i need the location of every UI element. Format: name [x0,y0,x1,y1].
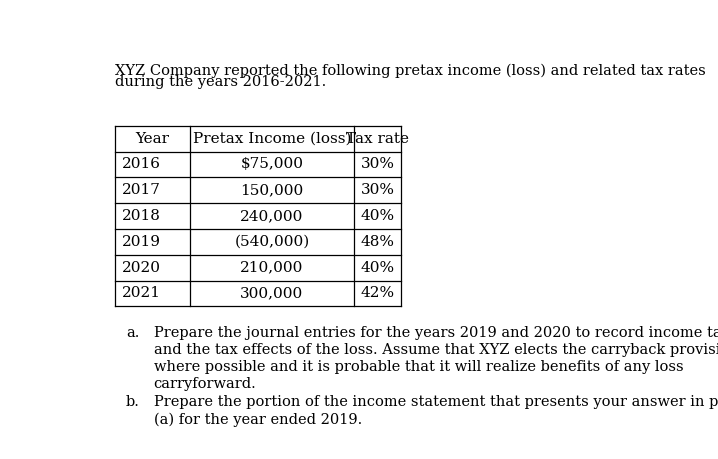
Text: Prepare the portion of the income statement that presents your answer in part: Prepare the portion of the income statem… [154,396,718,409]
Text: b.: b. [126,396,140,409]
Text: carryforward.: carryforward. [154,377,256,391]
Text: Year: Year [136,132,169,146]
Text: (a) for the year ended 2019.: (a) for the year ended 2019. [154,412,362,427]
Text: 48%: 48% [360,235,395,249]
Text: a.: a. [126,326,139,340]
Text: Pretax Income (loss): Pretax Income (loss) [192,132,351,146]
Text: 2020: 2020 [121,261,160,274]
Text: Tax rate: Tax rate [346,132,409,146]
Text: $75,000: $75,000 [241,157,304,172]
Text: 240,000: 240,000 [241,209,304,223]
Text: and the tax effects of the loss. Assume that XYZ elects the carryback provision: and the tax effects of the loss. Assume … [154,343,718,357]
Text: 2021: 2021 [121,286,160,301]
Text: 30%: 30% [360,183,395,197]
Text: 150,000: 150,000 [241,183,304,197]
Text: 40%: 40% [360,261,395,274]
Text: 300,000: 300,000 [241,286,304,301]
Text: 2016: 2016 [121,157,160,172]
Text: 30%: 30% [360,157,395,172]
Text: (540,000): (540,000) [234,235,309,249]
Text: Prepare the journal entries for the years 2019 and 2020 to record income taxes: Prepare the journal entries for the year… [154,326,718,340]
Text: 40%: 40% [360,209,395,223]
Text: 210,000: 210,000 [241,261,304,274]
Text: 2018: 2018 [121,209,160,223]
Text: 2017: 2017 [121,183,160,197]
Text: XYZ Company reported the following pretax income (loss) and related tax rates: XYZ Company reported the following preta… [115,64,706,78]
Text: during the years 2016-2021.: during the years 2016-2021. [115,74,326,89]
Text: 2019: 2019 [121,235,160,249]
Text: where possible and it is probable that it will realize benefits of any loss: where possible and it is probable that i… [154,360,684,374]
Text: 42%: 42% [360,286,395,301]
